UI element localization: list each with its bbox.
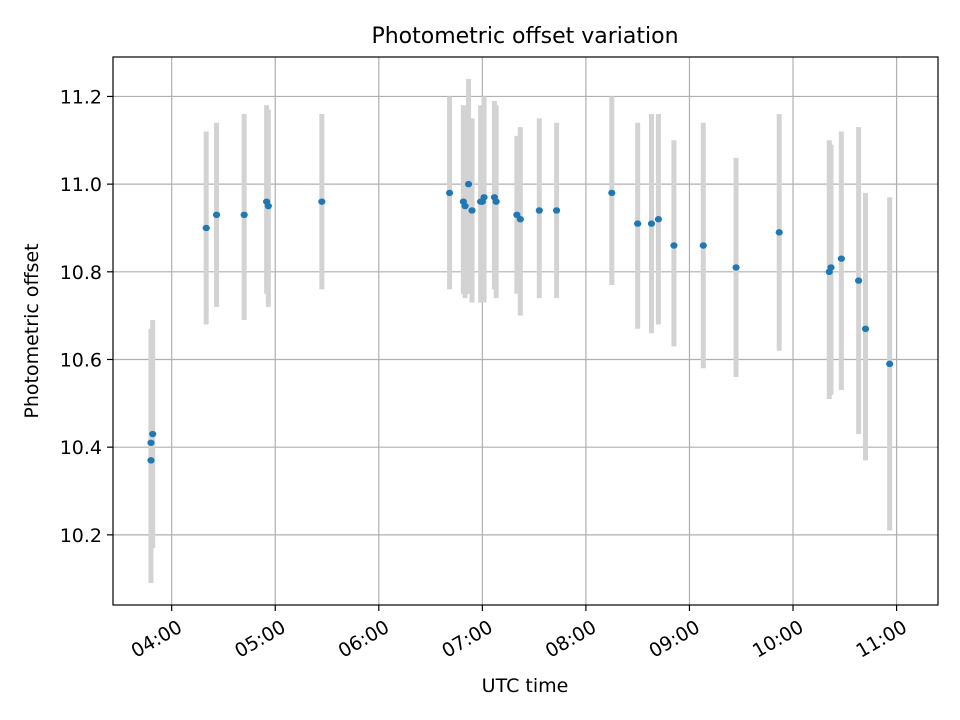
- data-point: [647, 220, 656, 227]
- data-point: [240, 211, 248, 219]
- data-point: [837, 255, 845, 262]
- data-point: [855, 277, 863, 284]
- data-point: [464, 180, 473, 188]
- data-point: [202, 224, 210, 232]
- data-point: [445, 189, 454, 197]
- data-point: [608, 189, 616, 197]
- data-point: [886, 360, 894, 368]
- data-point: [861, 325, 870, 333]
- data-point: [147, 439, 155, 446]
- data-point: [149, 430, 157, 438]
- data-point: [634, 220, 642, 227]
- y-tick-label: 10.6: [60, 349, 102, 371]
- data-points: [147, 180, 894, 464]
- data-point: [212, 211, 221, 219]
- y-tick-label: 10.8: [60, 262, 102, 284]
- data-point: [732, 264, 740, 271]
- data-point: [827, 264, 835, 271]
- data-point: [654, 216, 662, 223]
- data-point: [147, 457, 155, 464]
- y-tick-label: 11.0: [60, 174, 102, 196]
- data-point: [468, 207, 476, 214]
- data-point: [264, 202, 272, 210]
- data-point: [461, 202, 469, 210]
- y-tick-label: 10.4: [60, 437, 102, 459]
- data-point: [552, 207, 561, 214]
- data-point: [480, 194, 488, 201]
- data-point: [318, 198, 326, 205]
- y-axis-label: Photometric offset: [21, 243, 43, 418]
- data-point: [775, 229, 783, 236]
- y-axis-ticks: 10.2 10.4 10.6 10.8 11.0 11.2: [60, 86, 113, 547]
- data-point: [516, 216, 524, 223]
- data-point: [535, 207, 543, 214]
- data-point: [699, 242, 707, 249]
- data-point: [670, 242, 678, 249]
- plot-frame: [112, 56, 939, 606]
- chart-title: Photometric offset variation: [371, 24, 678, 49]
- x-axis-label: UTC time: [482, 675, 569, 697]
- y-tick-label: 11.2: [60, 86, 102, 108]
- data-point: [492, 198, 500, 205]
- y-tick-label: 10.2: [60, 525, 102, 547]
- grid: [113, 57, 938, 605]
